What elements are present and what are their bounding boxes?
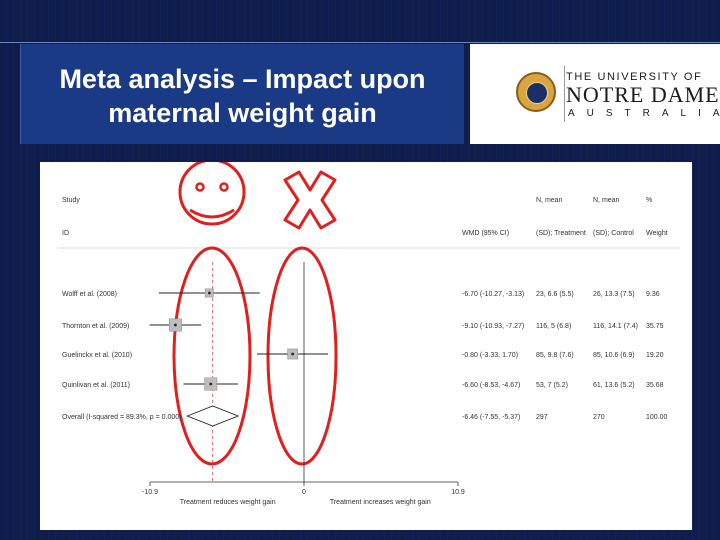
overall-diamond (186, 405, 240, 427)
overall-wmd-value: -6.46 (-7.55, -5.37) (462, 414, 520, 421)
wmd-value: -6.60 (-8.53, -4.67) (462, 382, 520, 389)
treatment-value: 85, 9.8 (7.6) (536, 352, 574, 359)
treatment-value: 116, 5 (6.8) (536, 323, 571, 330)
x-tick-label: 10.9 (451, 489, 465, 496)
header-divider (0, 42, 720, 43)
study-label: Quinlivan et al. (2011) (62, 382, 130, 389)
logo-text-line1: THE UNIVERSITY OF (566, 71, 703, 83)
overall-control-value: 270 (593, 414, 605, 421)
header-weight-1: % (646, 197, 652, 204)
study-label: Thornton et al. (2009) (62, 323, 129, 330)
header-study: Study (62, 197, 80, 204)
university-seal-icon (516, 72, 556, 112)
control-value: 85, 10.6 (6.9) (593, 352, 635, 359)
treatment-value: 53, 7 (5.2) (536, 382, 568, 389)
control-value: 116, 14.1 (7.4) (593, 323, 638, 330)
header-weight-2: Weight (646, 230, 668, 237)
title-banner: Meta analysis – Impact upon maternal wei… (20, 44, 464, 144)
wmd-value: -9.10 (-10.93, -7.27) (462, 323, 524, 330)
overall-weight-value: 100.00 (646, 414, 668, 421)
header-control-1: N, mean (593, 197, 620, 204)
point-estimate (209, 382, 213, 386)
control-value: 26, 13.3 (7.5) (593, 291, 635, 298)
header-control-2: (SD); Control (593, 230, 634, 237)
logo-text-line2: NOTRE DAME (566, 82, 720, 107)
treatment-value: 23, 6.6 (5.5) (536, 291, 574, 298)
point-estimate (291, 352, 295, 356)
weight-value: 35.68 (646, 382, 664, 389)
forest-plot: Study ID WMD (95% CI) N, mean (SD); Trea… (58, 162, 680, 506)
header-wmd: WMD (95% CI) (462, 230, 509, 237)
right-highlight-ellipse (266, 246, 338, 466)
logo-divider (564, 66, 565, 122)
forest-plot-panel: Study ID WMD (95% CI) N, mean (SD); Trea… (40, 162, 692, 530)
x-label-left: Treatment reduces weight gain (180, 499, 276, 506)
header-treatment-1: N, mean (536, 197, 563, 204)
x-tick-label: -10.9 (142, 489, 158, 496)
header-treatment-2: (SD); Treatment (536, 230, 586, 237)
wmd-value: -0.80 (-3.33, 1.70) (462, 352, 518, 359)
x-tick-label: 0 (302, 489, 306, 496)
study-label: Guelinckx et al. (2010) (62, 352, 132, 359)
point-estimate (207, 291, 211, 295)
overall-treatment-value: 297 (536, 414, 548, 421)
header-id: ID (62, 230, 69, 237)
slide-title: Meta analysis – Impact upon maternal wei… (59, 64, 426, 128)
logo-text-line3: AUSTRALIA (568, 108, 720, 119)
control-value: 61, 13.6 (5.2) (593, 382, 635, 389)
weight-value: 9.36 (646, 291, 660, 298)
point-estimate (174, 323, 177, 327)
overall-label: Overall (I-squared = 89.3%, p = 0.000) (62, 414, 181, 421)
smiley-face-icon (178, 162, 246, 226)
study-label: Wolff et al. (2008) (62, 291, 117, 298)
weight-value: 35.75 (646, 323, 664, 330)
x-label-right: Treatment increases weight gain (330, 499, 431, 506)
wmd-value: -6.70 (-10.27, -3.13) (462, 291, 524, 298)
left-highlight-ellipse (172, 246, 252, 466)
cross-x-icon (283, 170, 337, 230)
weight-value: 19.20 (646, 352, 664, 359)
university-logo (470, 44, 720, 144)
